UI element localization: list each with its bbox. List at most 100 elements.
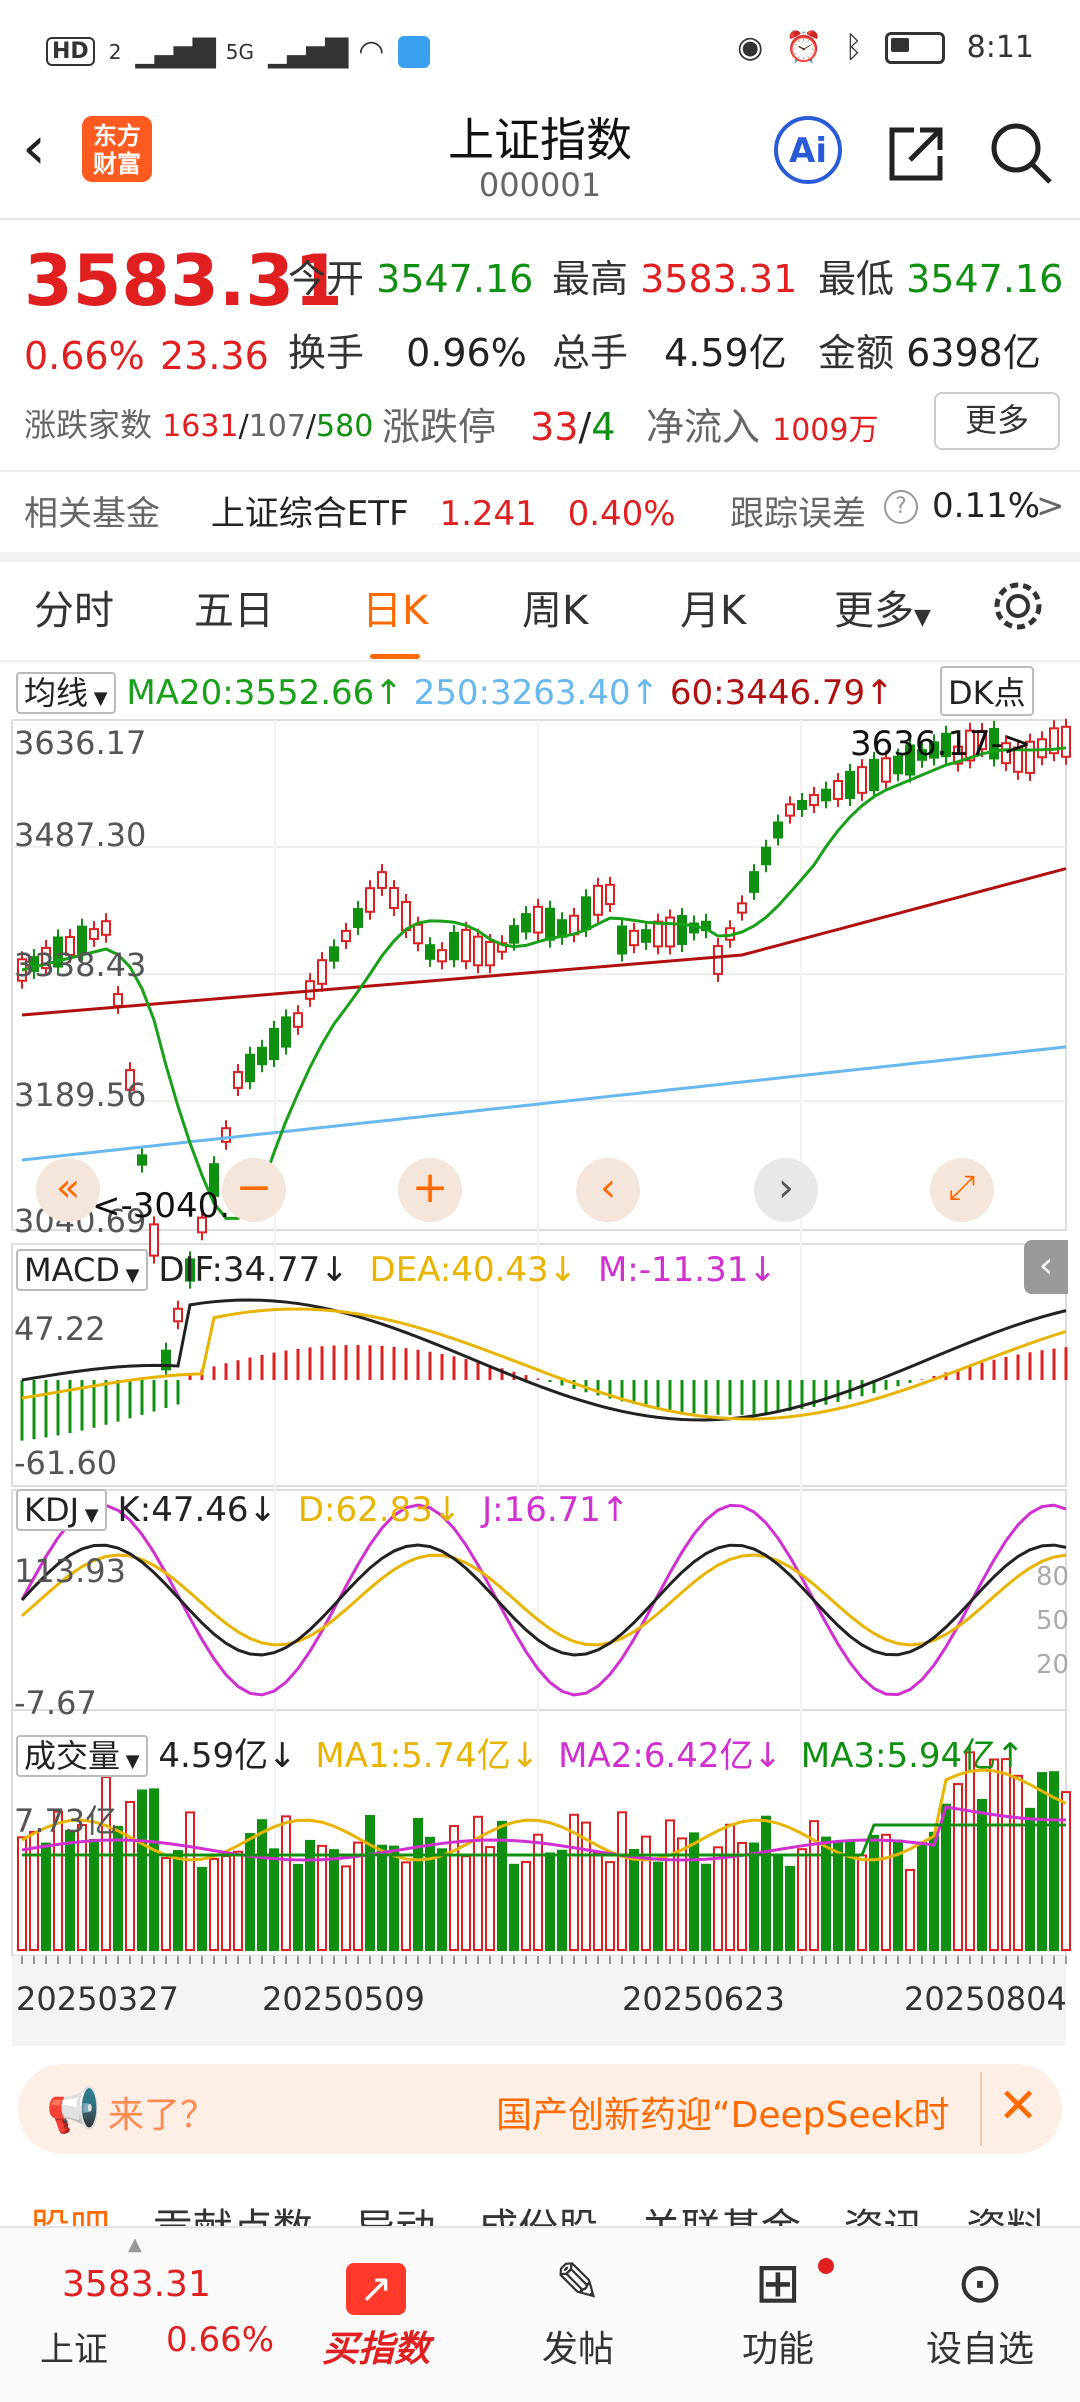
- rewind-button[interactable]: «: [36, 1158, 100, 1222]
- candle-body: [221, 1127, 231, 1143]
- ma-selector[interactable]: 均线 ▼: [16, 672, 116, 714]
- nav-post[interactable]: ✎ 发帖: [498, 2248, 658, 2372]
- subtab-guba[interactable]: 股吧: [30, 2206, 110, 2226]
- subtab-contribution[interactable]: 贡献点数: [153, 2206, 313, 2226]
- volume-bar: [185, 1811, 195, 1952]
- index-name[interactable]: 上证: [40, 2330, 108, 2370]
- caret-down-icon: ▼: [914, 605, 931, 630]
- kdj-selector-label: KDJ: [24, 1491, 80, 1529]
- search-icon[interactable]: [988, 120, 1054, 186]
- news-banner[interactable]: 📢 来了？ 国产创新药迎“DeepSeek时 ✕: [18, 2064, 1062, 2154]
- volume-bar: [101, 1776, 111, 1951]
- nav-add-watchlist[interactable]: ⊙ 设自选: [900, 2248, 1060, 2372]
- volume-bar: [1037, 1772, 1047, 1952]
- volume-value: 4.59亿: [664, 331, 787, 375]
- volume-selector[interactable]: 成交量 ▼: [16, 1735, 148, 1777]
- track-label: 跟踪误差: [730, 494, 866, 534]
- zoom-in-button[interactable]: +: [398, 1158, 462, 1222]
- pan-left-button[interactable]: ‹: [576, 1158, 640, 1222]
- candle-body: [461, 928, 471, 963]
- change-amount: 23.36: [160, 334, 269, 378]
- close-icon[interactable]: ✕: [998, 2078, 1039, 2134]
- candle-body: [149, 1223, 159, 1257]
- subtab-strip: 股吧 贡献点数 异动 成份股 关联基金 资讯 资料: [30, 2196, 1070, 2226]
- zoom-out-button[interactable]: −: [222, 1158, 286, 1222]
- candle-body: [581, 896, 591, 931]
- volume-bar: [245, 1833, 255, 1952]
- tab-five-day[interactable]: 五日: [194, 588, 274, 634]
- index-price[interactable]: 3583.31: [62, 2264, 211, 2305]
- tab-monthly-k[interactable]: 月K: [680, 588, 747, 634]
- tab-daily-k[interactable]: 日K: [362, 588, 429, 634]
- volume-bar: [305, 1839, 315, 1952]
- volume-bar: [125, 1800, 135, 1952]
- candle-body: [485, 940, 495, 967]
- candle-body: [617, 925, 627, 955]
- candle-body: [185, 1258, 195, 1282]
- fullscreen-button[interactable]: ⤢: [930, 1158, 994, 1222]
- subtab-constituents[interactable]: 成份股: [478, 2206, 598, 2226]
- high-marker: 3636.17->: [850, 724, 1032, 764]
- volume-bar: [833, 1841, 843, 1951]
- wifi-icon: ◠: [358, 34, 385, 69]
- tab-intraday[interactable]: 分时: [34, 588, 114, 634]
- candle-body: [653, 920, 663, 948]
- kdj-selector[interactable]: KDJ ▼: [16, 1489, 107, 1531]
- fund-name: 上证综合ETF: [210, 494, 409, 534]
- dk-point-button[interactable]: DK点: [940, 666, 1034, 716]
- help-icon[interactable]: ?: [884, 490, 918, 524]
- settings-gear-icon[interactable]: [990, 578, 1046, 634]
- candle-body: [197, 1216, 207, 1234]
- subtab-movement[interactable]: 异动: [355, 2206, 435, 2226]
- volume-bar: [1061, 1791, 1071, 1951]
- subtab-related-funds[interactable]: 关联基金: [641, 2206, 801, 2226]
- weather-icon: [398, 35, 431, 68]
- volume-bar: [401, 1861, 411, 1952]
- candle-body: [833, 780, 843, 800]
- nav-watchlist-label: 设自选: [925, 2329, 1034, 2370]
- subtab-news[interactable]: 资讯: [844, 2206, 924, 2226]
- index-pct[interactable]: 0.66%: [166, 2320, 275, 2360]
- high-value: 3583.31: [640, 257, 798, 301]
- volume-bar: [629, 1848, 639, 1952]
- ai-button[interactable]: Ai: [774, 116, 842, 184]
- volume-bar: [545, 1852, 555, 1951]
- volume-bar: [569, 1813, 579, 1951]
- nav-buy-index[interactable]: ↗ 买指数: [296, 2248, 456, 2372]
- candle-body: [29, 956, 39, 972]
- volume-bar: [533, 1833, 543, 1951]
- volume-bar: [869, 1834, 879, 1952]
- more-button[interactable]: 更多: [934, 392, 1060, 450]
- subtab-profile[interactable]: 资料: [966, 2206, 1046, 2226]
- pan-right-button[interactable]: ›: [754, 1158, 818, 1222]
- volume-bar: [137, 1789, 147, 1951]
- tab-weekly-k[interactable]: 周K: [522, 588, 589, 634]
- vol-ma2-line: [21, 1805, 1067, 1862]
- candle-body: [953, 745, 963, 765]
- back-icon[interactable]: ‹: [22, 113, 46, 183]
- candle-body: [245, 1053, 255, 1083]
- fund-row[interactable]: 相关基金 上证综合ETF 1.241 0.40% 跟踪误差 ? 0.11% >: [24, 486, 1065, 538]
- tab-more[interactable]: 更多▼: [834, 578, 931, 636]
- nav-post-label: 发帖: [541, 2329, 614, 2370]
- current-price: 3583.31: [24, 240, 343, 322]
- volume-bar: [653, 1861, 663, 1951]
- candle-body: [1013, 746, 1023, 773]
- macd-selector[interactable]: MACD ▼: [16, 1249, 148, 1291]
- nav-buy-label: 买指数: [321, 2329, 430, 2370]
- volume-bar: [809, 1820, 819, 1952]
- kline-chart[interactable]: [0, 700, 1080, 2050]
- candle-body: [89, 928, 99, 940]
- nav-functions[interactable]: ⊞ 功能: [698, 2248, 858, 2372]
- side-panel-toggle[interactable]: ‹: [1024, 1240, 1068, 1294]
- volume-bar: [941, 1803, 951, 1952]
- banner-divider: [980, 2072, 982, 2146]
- candle-body: [365, 887, 375, 913]
- candle-body: [797, 799, 807, 811]
- edit-post-icon: ✎: [554, 2251, 602, 2316]
- share-icon[interactable]: [884, 122, 948, 186]
- amount-label: 金额: [818, 331, 895, 375]
- candle-body: [929, 741, 939, 759]
- volume-bar: [173, 1850, 183, 1951]
- volume-bar: [317, 1844, 327, 1951]
